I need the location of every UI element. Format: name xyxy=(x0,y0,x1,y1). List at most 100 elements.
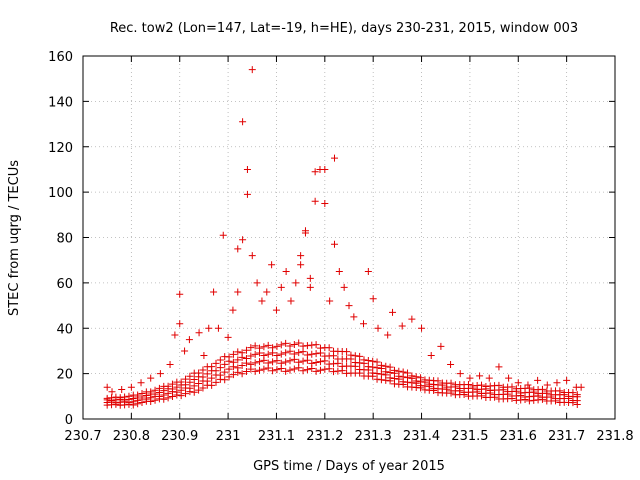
data-point xyxy=(190,382,198,390)
data-point xyxy=(234,364,242,372)
data-point xyxy=(221,368,229,376)
data-point xyxy=(147,374,155,382)
data-point xyxy=(264,359,272,367)
data-point xyxy=(577,383,585,391)
data-point xyxy=(389,308,397,316)
data-point xyxy=(195,386,203,394)
x-tick-label: 230.9 xyxy=(161,429,198,444)
data-point xyxy=(563,376,571,384)
data-point xyxy=(229,350,237,358)
tick-layer: 230.7 230.8 230.9 231 231.1 231.2 231.3 231.4 23… xyxy=(48,50,633,444)
data-point xyxy=(243,190,251,198)
data-point xyxy=(282,339,290,347)
data-point xyxy=(538,385,546,393)
data-point xyxy=(347,351,355,359)
data-point xyxy=(269,358,277,366)
data-point xyxy=(308,359,316,367)
data-point xyxy=(277,359,285,367)
data-point xyxy=(408,315,416,323)
data-point xyxy=(311,197,319,205)
data-point xyxy=(447,361,455,369)
data-point xyxy=(373,358,381,366)
data-point xyxy=(199,384,207,392)
data-point xyxy=(312,358,320,366)
data-point xyxy=(260,352,268,360)
data-point xyxy=(253,279,261,287)
data-point xyxy=(377,361,385,369)
data-point xyxy=(524,381,532,389)
data-point xyxy=(181,347,189,355)
data-point xyxy=(369,369,377,377)
data-point xyxy=(364,356,372,364)
data-point xyxy=(282,349,290,357)
data-point xyxy=(195,369,203,377)
data-point xyxy=(264,350,272,358)
data-point xyxy=(369,363,377,371)
data-point xyxy=(456,370,464,378)
data-point xyxy=(103,394,111,402)
data-point xyxy=(369,357,377,365)
data-point xyxy=(269,367,277,375)
data-point xyxy=(273,366,281,374)
data-point xyxy=(525,384,533,392)
data-point xyxy=(330,154,338,162)
data-point xyxy=(495,363,503,371)
data-point xyxy=(360,320,368,328)
data-point xyxy=(234,356,242,364)
x-tick-label: 231.1 xyxy=(258,429,295,444)
data-point xyxy=(190,388,198,396)
data-point xyxy=(384,331,392,339)
data-point xyxy=(229,306,237,314)
data-point xyxy=(186,372,194,380)
data-point xyxy=(340,283,348,291)
data-point xyxy=(238,362,246,370)
data-point xyxy=(108,388,116,396)
data-point xyxy=(248,66,256,74)
data-point xyxy=(335,268,343,276)
data-point xyxy=(282,268,290,276)
y-tick-label: 160 xyxy=(48,50,73,65)
x-tick-label: 231.4 xyxy=(403,429,440,444)
data-point xyxy=(398,322,406,330)
data-point xyxy=(219,231,227,239)
data-point xyxy=(182,375,190,383)
data-point xyxy=(311,168,319,176)
data-point xyxy=(399,368,407,376)
data-point xyxy=(225,373,233,381)
data-point xyxy=(321,365,329,373)
data-point xyxy=(306,274,314,282)
data-point xyxy=(295,349,303,357)
data-point xyxy=(168,380,176,388)
data-point xyxy=(325,344,333,352)
data-point xyxy=(316,366,324,374)
data-point xyxy=(234,348,242,356)
data-point xyxy=(330,368,338,376)
data-point xyxy=(269,344,277,352)
data-point xyxy=(350,313,358,321)
data-point xyxy=(272,306,280,314)
data-point xyxy=(103,383,111,391)
data-point xyxy=(225,365,233,373)
data-point xyxy=(212,367,220,375)
x-axis-label: GPS time / Days of year 2015 xyxy=(253,459,445,474)
data-point xyxy=(203,370,211,378)
data-point xyxy=(364,268,372,276)
data-point xyxy=(203,377,211,385)
plot-area-frame xyxy=(82,55,616,420)
data-point xyxy=(216,364,224,372)
data-point xyxy=(247,360,255,368)
data-point xyxy=(256,366,264,374)
data-point xyxy=(297,252,305,260)
y-tick-label: 120 xyxy=(48,141,73,156)
data-point xyxy=(514,379,522,387)
data-point xyxy=(234,245,242,253)
data-point xyxy=(297,261,305,269)
y-axis-label: STEC from uqrg / TECUs xyxy=(7,160,22,316)
data-point xyxy=(569,389,577,397)
data-point xyxy=(417,374,425,382)
data-point xyxy=(418,324,426,332)
data-point xyxy=(127,383,135,391)
data-point xyxy=(408,372,416,380)
data-point xyxy=(543,381,551,389)
data-point xyxy=(212,359,220,367)
